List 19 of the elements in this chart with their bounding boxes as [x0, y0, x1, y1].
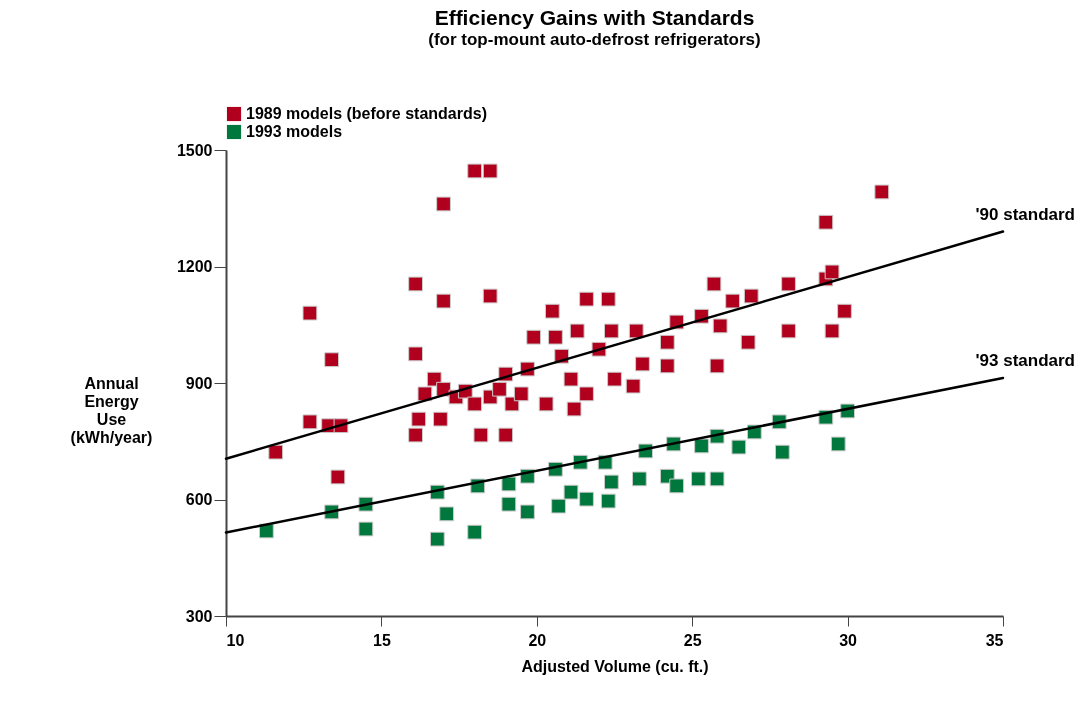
y-tick-label: 1500: [176, 141, 213, 159]
series-label: '93 standard: [975, 350, 1075, 370]
y-tick-label: 300: [185, 607, 213, 625]
chart-subtitle: (for top-mount auto-defrost refrigerators): [428, 30, 761, 49]
x-tick-label: 30: [839, 631, 858, 649]
legend-label: 1989 models (before standards): [246, 105, 487, 122]
y-axis-title: Annual Energy Use (kWh/year): [70, 374, 153, 446]
y-tick-label: 900: [185, 374, 213, 392]
y-tick-label: 1200: [176, 258, 213, 275]
legend-label: 1993 models: [246, 123, 343, 140]
series-label: '90 standard: [975, 204, 1075, 224]
x-tick-label: 25: [683, 631, 702, 649]
x-tick-label: 15: [373, 631, 391, 649]
x-tick-label: 35: [985, 631, 1004, 649]
chart-title: Efficiency Gains with Standards: [434, 6, 755, 29]
x-tick-label: 20: [528, 631, 547, 649]
x-axis-title: Adjusted Volume (cu. ft.): [521, 657, 709, 675]
x-tick-label: 10: [226, 631, 245, 649]
y-tick-label: 600: [185, 491, 213, 508]
